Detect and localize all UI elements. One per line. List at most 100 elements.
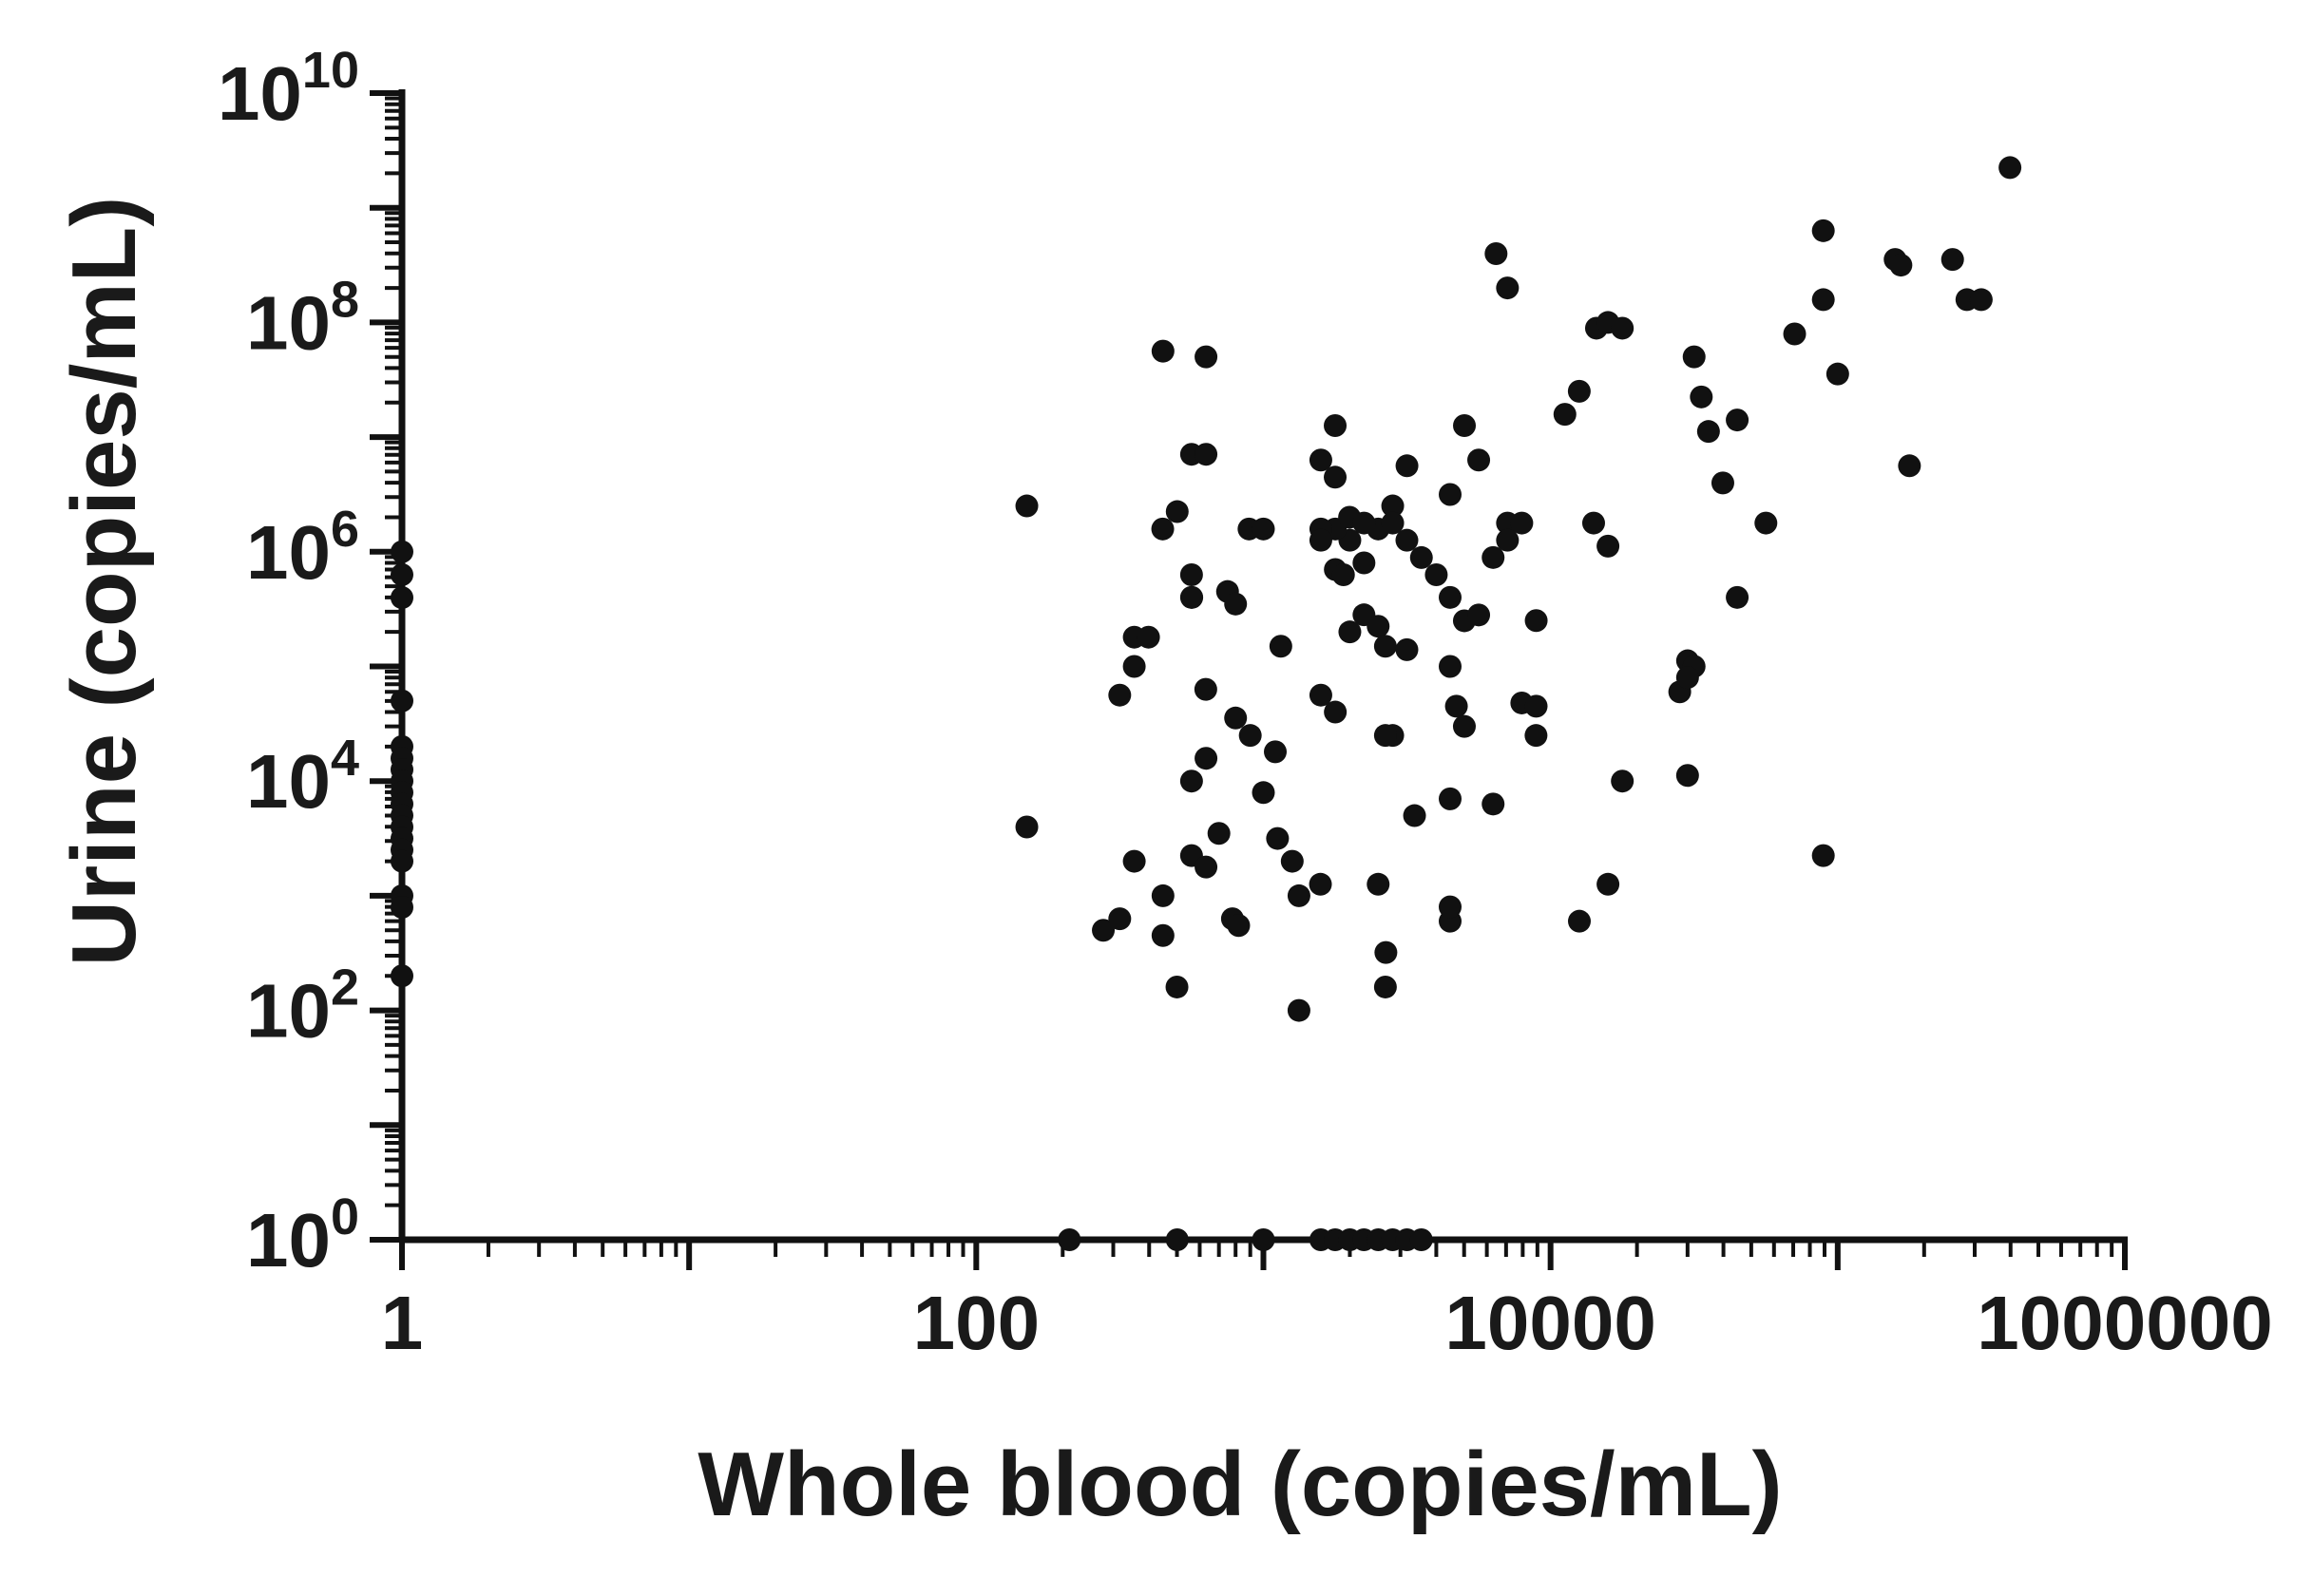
data-point: [1811, 218, 1835, 242]
y-tick-exponent: 10: [302, 42, 359, 99]
data-point: [1682, 345, 1706, 369]
data-point: [1352, 511, 1376, 535]
data-point: [1252, 1228, 1275, 1251]
data-point: [391, 562, 413, 586]
data-point: [1524, 724, 1548, 748]
data-point: [1195, 747, 1218, 770]
data-point: [1524, 694, 1548, 718]
data-point: [391, 964, 413, 988]
data-point: [1015, 815, 1039, 839]
data-point: [1227, 914, 1251, 938]
data-point: [1409, 545, 1433, 569]
data-point: [1309, 683, 1332, 707]
data-point: [1287, 884, 1310, 907]
data-point: [1381, 494, 1405, 518]
data-point: [391, 689, 413, 712]
data-point: [1331, 563, 1355, 587]
data-point: [1611, 770, 1634, 793]
y-tick-label: 108: [246, 271, 359, 365]
data-point: [1940, 248, 1964, 272]
data-point: [1324, 700, 1348, 724]
x-axis-label: Whole blood (copies/mL): [698, 1434, 1782, 1535]
data-point: [1690, 385, 1713, 408]
data-point: [1374, 940, 1398, 964]
data-point: [1324, 413, 1348, 437]
data-point: [1510, 511, 1534, 535]
data-point: [1998, 156, 2022, 180]
data-point: [391, 586, 413, 610]
data-point: [1403, 804, 1426, 827]
data-point: [391, 895, 413, 919]
data-point: [1567, 379, 1591, 403]
data-point: [1367, 615, 1390, 638]
data-point: [1179, 770, 1203, 793]
data-point: [1224, 706, 1248, 730]
data-point: [1439, 585, 1462, 609]
data-point: [1444, 694, 1468, 718]
data-point: [1754, 511, 1778, 535]
data-point: [1207, 822, 1231, 846]
data-point: [1467, 448, 1491, 472]
data-point: [1567, 909, 1591, 933]
data-point: [1395, 528, 1419, 552]
data-point: [1309, 528, 1332, 552]
data-point: [1726, 408, 1749, 432]
data-point: [1452, 714, 1476, 738]
data-point: [1179, 563, 1203, 587]
x-tick-label: 1000000: [1977, 1281, 2272, 1365]
data-point: [1280, 849, 1304, 873]
data-point: [1395, 454, 1419, 478]
data-point: [1373, 635, 1397, 658]
data-point: [1338, 620, 1362, 644]
y-tick-label: 100: [246, 1188, 359, 1282]
data-point: [1481, 792, 1505, 816]
data-point: [1092, 919, 1116, 942]
data-point: [1696, 420, 1720, 444]
y-tick-base: 10: [246, 969, 331, 1054]
y-tick-base: 10: [218, 51, 302, 136]
data-point: [391, 540, 413, 563]
data-point: [1439, 787, 1462, 810]
x-tick-label: 10000: [1444, 1281, 1655, 1365]
data-point: [1108, 683, 1132, 707]
data-point: [1165, 1228, 1189, 1251]
data-point: [1811, 844, 1835, 867]
data-point: [1675, 764, 1699, 788]
y-tick-label: 104: [246, 730, 359, 824]
data-point: [1238, 724, 1262, 748]
data-point: [1122, 655, 1146, 678]
data-point: [1224, 592, 1248, 616]
data-point: [1373, 724, 1397, 748]
data-point: [1108, 907, 1132, 931]
x-axis-tick-labels: 1 100 10000 1000000: [381, 1281, 2273, 1365]
data-point: [1524, 609, 1548, 633]
data-point: [1367, 872, 1390, 896]
y-tick-base: 10: [246, 739, 331, 824]
data-point: [1324, 466, 1348, 489]
data-point: [1395, 637, 1419, 661]
data-point: [1826, 362, 1849, 386]
data-point: [1252, 781, 1275, 805]
data-point: [1409, 1228, 1433, 1251]
data-point: [1165, 975, 1189, 998]
data-point: [1381, 511, 1405, 535]
data-point: [1151, 517, 1175, 541]
major-ticks: [370, 90, 2128, 1270]
data-point: [1266, 826, 1290, 850]
data-point: [1484, 241, 1508, 265]
data-point: [1122, 849, 1146, 873]
data-point: [1252, 517, 1275, 541]
data-point: [1496, 528, 1520, 552]
y-tick-label: 106: [246, 501, 359, 595]
y-tick-exponent: 0: [331, 1188, 359, 1245]
data-point: [1898, 454, 1921, 478]
data-point: [391, 849, 413, 873]
x-tick-label: 1: [381, 1281, 424, 1365]
data-point: [1969, 288, 1993, 312]
data-point: [1151, 923, 1175, 947]
data-point: [1889, 254, 1913, 277]
data-point: [1726, 585, 1749, 609]
x-tick-label: 100: [913, 1281, 1040, 1365]
